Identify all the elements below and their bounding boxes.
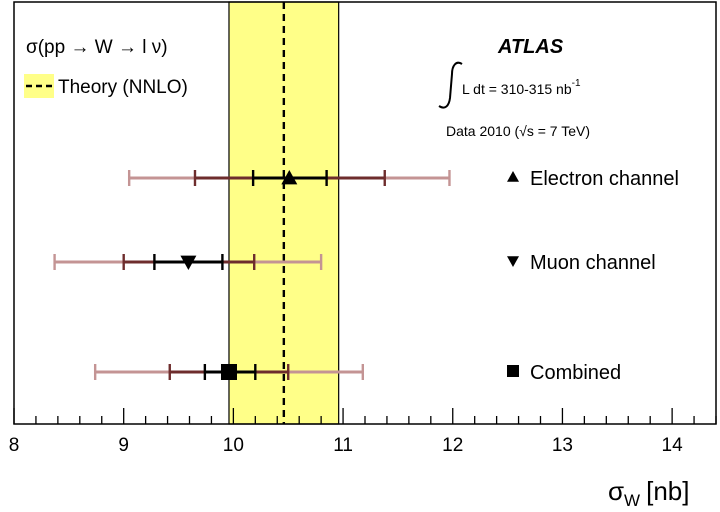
data-point-marker xyxy=(220,364,237,380)
channel-label: Electron channel xyxy=(530,168,679,190)
experiment-label: ATLAS xyxy=(497,36,564,58)
legend-marker xyxy=(507,171,519,182)
data-label: Data 2010 (√s = 7 TeV) xyxy=(446,123,590,139)
process-label: σ(pp → W → l ν) xyxy=(26,37,168,58)
error-bars-layer: Electron channel Muon channel Combined xyxy=(53,168,679,384)
channel-label: Combined xyxy=(530,362,621,384)
theory-band-layer xyxy=(228,1,340,425)
x-axis-label: σW [nb] xyxy=(608,476,689,510)
axes-layer: 8 9 10 11 12 13 14 xyxy=(9,1,717,456)
plot-frame xyxy=(13,1,717,425)
legend-marker xyxy=(507,256,519,267)
x-tick-label: 12 xyxy=(442,435,463,456)
channel-label: Muon channel xyxy=(530,252,656,274)
legend-marker xyxy=(507,365,519,377)
x-tick-label: 11 xyxy=(333,435,353,456)
x-tick-label: 14 xyxy=(662,435,684,456)
x-tick-label: 10 xyxy=(223,435,244,456)
data-point-marker xyxy=(281,170,298,185)
data-point-marker xyxy=(180,255,197,270)
luminosity-label: L dt = 310-315 nb-1 xyxy=(462,78,581,97)
theory-legend-label: Theory (NNLO) xyxy=(58,77,188,98)
integral-sign xyxy=(438,61,463,109)
x-tick-label: 13 xyxy=(552,435,573,456)
x-tick-label: 9 xyxy=(118,435,129,456)
x-tick-label: 8 xyxy=(9,435,20,456)
